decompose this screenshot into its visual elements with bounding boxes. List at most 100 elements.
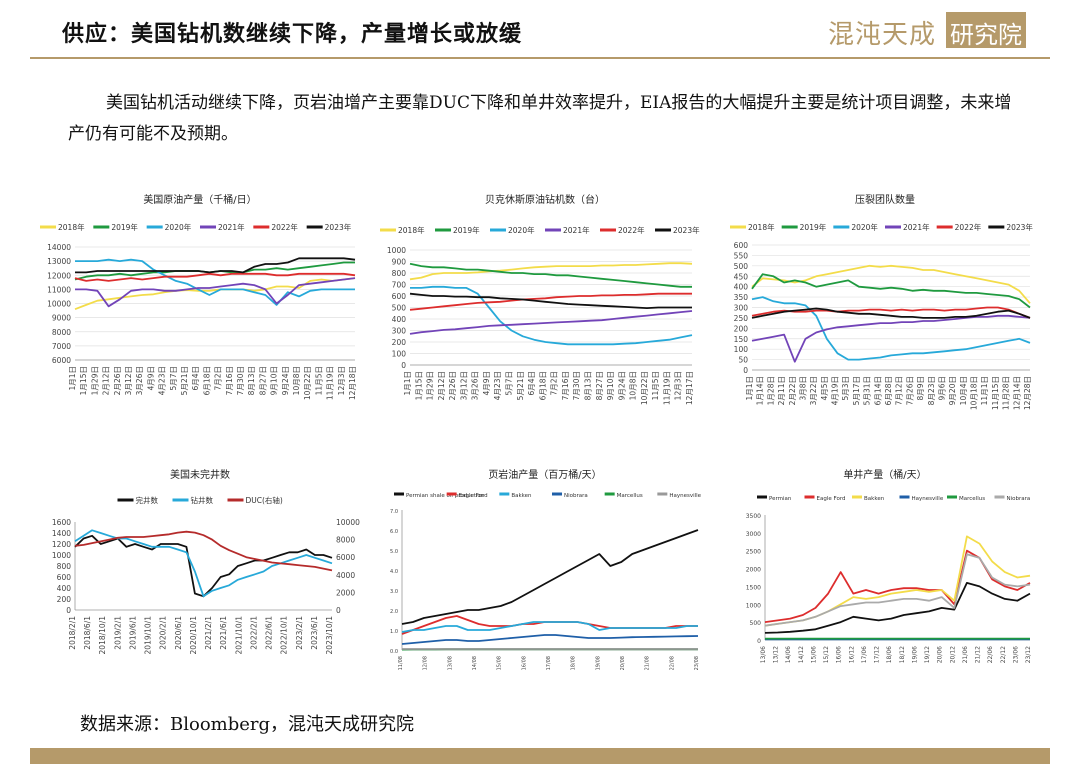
y-tick-label: 6.0 [390,529,398,535]
x-tick-label: 12月3日 [337,366,346,395]
x-tick-label: 2023/6/1 [310,616,319,650]
x-tick-label: 8月9日 [916,376,925,401]
y-tick-label: 1500 [746,584,761,591]
x-tick-label: 4月9日 [482,371,491,396]
y-tick-label: 1000 [746,602,761,609]
y-tick-label: 2.0 [390,609,398,615]
y-tick-label: 400 [57,584,72,593]
x-tick-label: 6月28日 [884,376,893,405]
series-line [751,307,1031,319]
x-tick-label: 2022/6/1 [265,616,274,650]
y-tick-label: 10000 [47,300,71,309]
x-tick-label: 16/08 [521,656,527,670]
x-tick-label: 14/12 [798,646,805,663]
legend-label: 2019年 [453,225,480,235]
y-tick-label: 4.0 [390,569,398,575]
y-tick-label: 3000 [746,531,761,538]
x-tick-label: 10月22日 [303,366,312,400]
x-tick-label: 7月30日 [236,366,245,395]
data-source: 数据来源：Bloomberg，混沌天成研究院 [80,714,415,735]
y-tick-label: 550 [734,251,749,260]
x-tick-label: 12/08 [423,656,429,670]
x-tick-label: 18/06 [886,646,893,663]
y-tick-label: 3500 [746,513,761,520]
series-line [764,549,1031,623]
y2-tick-label: 10000 [336,518,360,527]
x-tick-label: 21/08 [645,656,651,670]
x-tick-label: 5月21日 [180,366,189,395]
x-tick-label: 12月17日 [685,371,694,405]
x-tick-label: 6月14日 [873,376,882,405]
x-tick-label: 10月8日 [292,366,301,395]
x-tick-label: 5月3日 [841,376,850,401]
series-line [401,634,699,645]
legend-label: 2022年 [955,222,982,232]
series-line [410,285,693,346]
y2-tick-label: 4000 [336,571,355,580]
y-tick-label: 5.0 [390,549,398,555]
logo-box-text: 研究院 [950,21,1022,49]
series-line [401,615,698,635]
y-tick-label: 150 [734,335,749,344]
x-tick-label: 6月18日 [202,366,211,395]
y-tick-label: 700 [392,281,407,290]
legend-label: Permian [769,496,792,502]
logo: 混沌天成 研究院 [828,12,1028,50]
y2-tick-label: 6000 [336,553,355,562]
x-tick-label: 1月14日 [756,376,765,405]
y-tick-label: 400 [734,283,749,292]
x-tick-label: 11月5日 [651,371,660,400]
y-tick-label: 100 [392,350,407,359]
y-tick-label: 12000 [47,271,71,280]
series-line [401,529,699,625]
x-tick-label: 2021/10/1 [234,616,243,655]
legend-label: 2019年 [111,222,138,232]
y-tick-label: 1.0 [390,629,398,635]
legend-label: 2020年 [165,222,192,232]
y-tick-label: 1600 [52,518,71,527]
x-tick-label: 3月26日 [135,366,144,395]
x-tick-label: 19/08 [595,656,601,670]
legend-label: 2023年 [1006,222,1033,232]
x-tick-label: 9月20日 [948,376,957,405]
x-tick-label: 5月7日 [505,371,514,396]
x-tick-label: 18/08 [571,656,577,670]
x-tick-label: 2月12日 [102,366,111,395]
x-tick-label: 8月27日 [258,366,267,395]
x-tick-label: 2月26日 [448,371,457,400]
x-tick-label: 9月6日 [937,376,946,401]
y-tick-label: 1000 [387,246,406,255]
x-tick-label: 3月8日 [798,376,807,401]
legend-label: 2020年 [851,222,878,232]
legend-label: Niobrara [1007,496,1031,502]
y-tick-label: 500 [392,304,407,313]
x-tick-label: 6月4日 [527,371,536,396]
x-tick-label: 13/12 [773,646,780,663]
legend-label: 2018年 [398,225,425,235]
y-tick-label: 600 [734,241,749,250]
x-tick-label: 20/08 [620,656,626,670]
y-tick-label: 100 [734,345,749,354]
y-tick-label: 0 [66,606,71,615]
series-line [409,310,693,335]
y-tick-label: 50 [738,356,748,365]
y-tick-label: 13000 [47,257,71,266]
y-tick-label: 0 [401,361,406,370]
legend-label: Eagle Ford [817,496,846,502]
x-tick-label: 2022/10/1 [280,616,289,655]
legend-label: Marcellus [617,493,643,499]
y-tick-label: 200 [734,324,749,333]
x-tick-label: 12月3日 [674,371,683,400]
y-tick-label: 300 [734,304,749,313]
y-tick-label: 450 [734,272,749,281]
y-tick-label: 2500 [746,549,761,556]
x-tick-label: 1月28日 [766,376,775,405]
y2-tick-label: 2000 [336,588,355,597]
x-tick-label: 15/06 [810,646,817,663]
x-tick-label: 9月24日 [281,366,290,395]
x-tick-label: 5月31日 [863,376,872,405]
logo-text: 混沌天成 [828,20,937,50]
y-tick-label: 600 [57,573,72,582]
y-tick-label: 0.0 [390,649,398,655]
